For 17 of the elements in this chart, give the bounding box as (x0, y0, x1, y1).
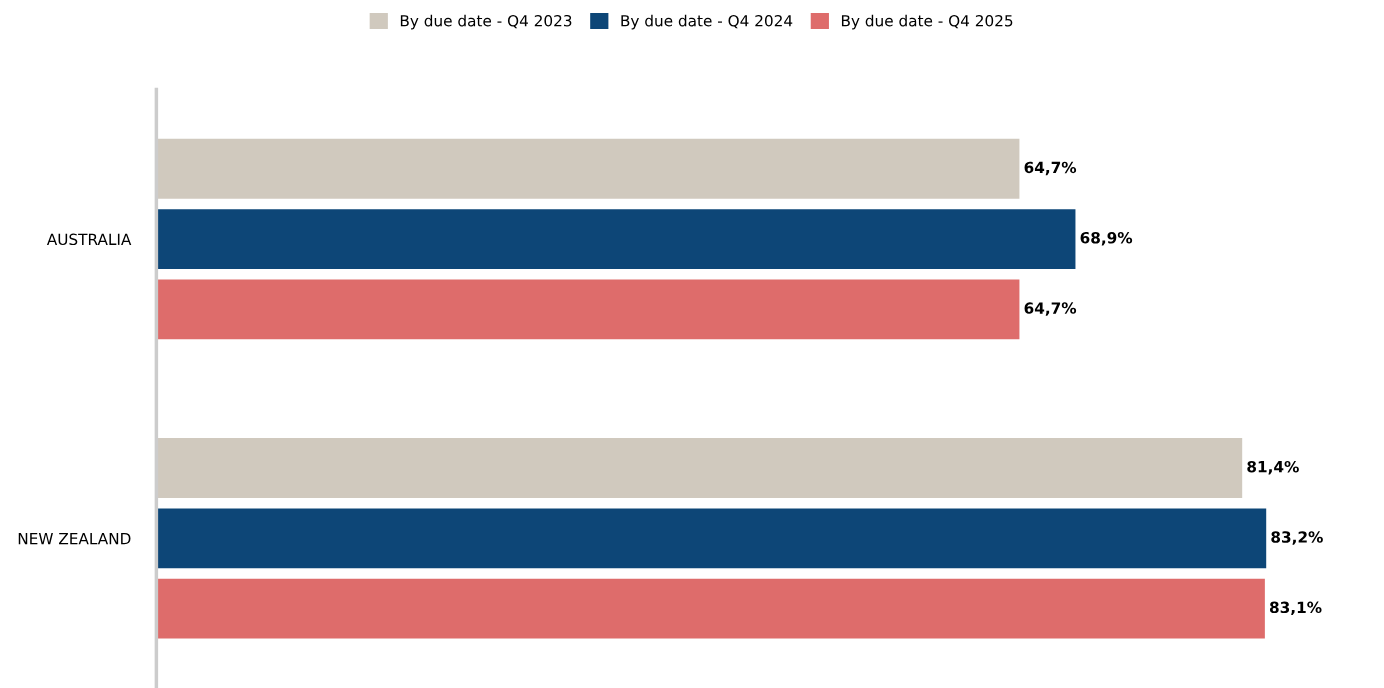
legend-label: By due date - Q4 2023 (400, 14, 572, 30)
legend-label: By due date - Q4 2025 (841, 14, 1013, 30)
y-tick-label: NEW ZEALAND (18, 533, 131, 545)
data-label: 64,7% (1024, 302, 1077, 316)
y-tick-label: AUSTRALIA (46, 233, 132, 246)
bar (156, 209, 1076, 270)
data-label: 64,7% (1024, 161, 1077, 176)
bar (156, 279, 1020, 340)
bar (156, 438, 1243, 498)
bar (156, 578, 1265, 639)
data-label: 83,2% (1271, 531, 1323, 545)
data-label: 68,9% (1080, 231, 1133, 246)
bar (156, 508, 1267, 569)
data-label: 83,1% (1269, 601, 1322, 616)
bar (156, 138, 1020, 199)
data-label: 81,4% (1247, 460, 1299, 475)
legend-label: By due date - Q4 2024 (621, 14, 793, 30)
